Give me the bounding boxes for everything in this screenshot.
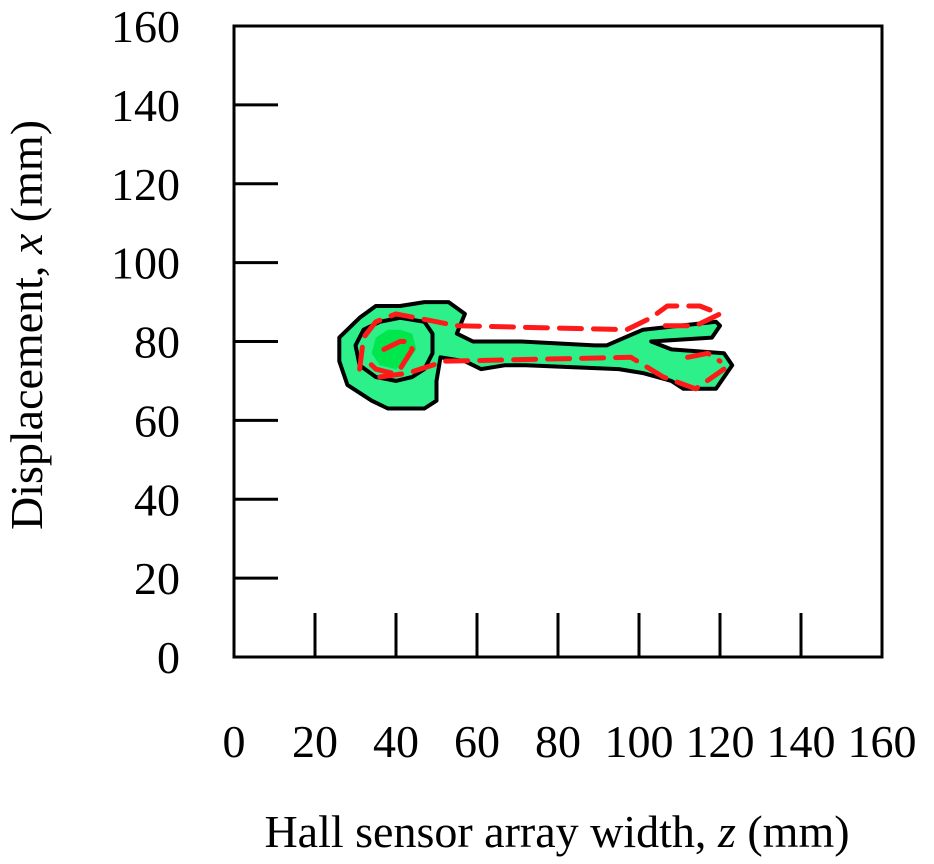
x-tick-label: 140 — [767, 716, 836, 767]
reference-outline-segment-0 — [357, 303, 723, 372]
y-axis-title: Displacement, x (mm) — [1, 120, 52, 530]
x-tick-label: 160 — [848, 716, 917, 767]
x-tick-label: 120 — [686, 716, 755, 767]
reference-outline-segment-3 — [685, 350, 723, 364]
y-tick-label: 160 — [111, 1, 180, 52]
reference-outline-segment-1 — [365, 339, 415, 376]
x-tick-label: 40 — [373, 716, 419, 767]
y-tick-label: 60 — [134, 395, 180, 446]
y-tick-label: 120 — [111, 159, 180, 210]
x-tick-label: 80 — [535, 716, 581, 767]
y-tick-label: 80 — [134, 317, 180, 368]
y-tick-label: 140 — [111, 80, 180, 131]
y-axis-tick-labels: 0 20 40 60 80 100 120 140 160 — [111, 1, 180, 683]
outer-contour-region — [337, 300, 735, 411]
y-tick-label: 100 — [111, 238, 180, 289]
x-axis-tick-labels: 0 20 40 60 80 100 120 140 160 — [223, 716, 917, 767]
x-tick-label: 100 — [605, 716, 674, 767]
x-axis-ticks — [313, 613, 803, 657]
y-tick-label: 20 — [134, 553, 180, 604]
x-tick-label: 60 — [454, 716, 500, 767]
x-axis-title: Hall sensor array width, z (mm) — [264, 806, 849, 857]
x-tick-label: 20 — [292, 716, 338, 767]
y-tick-label: 0 — [157, 632, 180, 683]
y-tick-label: 40 — [134, 474, 180, 525]
x-tick-label: 0 — [223, 716, 246, 767]
reference-outline-segment-2 — [377, 354, 727, 392]
y-axis-ticks — [234, 103, 278, 580]
chart-marks — [337, 300, 735, 411]
